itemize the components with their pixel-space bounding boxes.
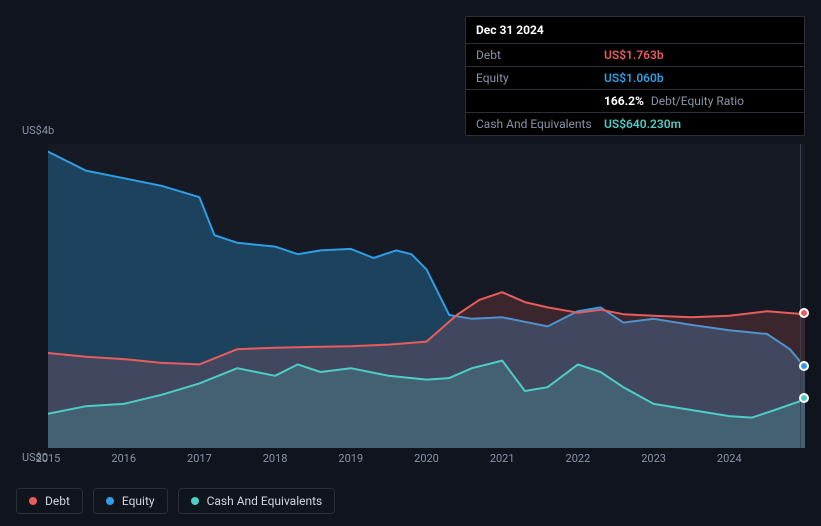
chart-plot-area[interactable] — [48, 144, 805, 448]
tooltip-label: Equity — [476, 71, 604, 85]
tooltip-value: US$1.060b — [604, 71, 664, 85]
series-end-marker-icon — [799, 308, 809, 318]
legend-item-debt[interactable]: Debt — [16, 488, 83, 514]
tooltip-label: Cash And Equivalents — [476, 117, 604, 131]
x-axis-tick: 2023 — [641, 452, 666, 465]
x-axis-tick: 2022 — [566, 452, 591, 465]
tooltip-value: US$1.763b — [604, 48, 664, 62]
tooltip-row-ratio: 166.2% Debt/Equity Ratio — [466, 90, 804, 113]
tooltip-row-cash: Cash And Equivalents US$640.230m — [466, 113, 804, 135]
tooltip-row-debt: Debt US$1.763b — [466, 44, 804, 67]
x-axis-tick: 2021 — [490, 452, 515, 465]
x-axis-tick: 2017 — [187, 452, 212, 465]
legend-item-equity[interactable]: Equity — [93, 488, 168, 514]
legend-dot-icon — [191, 497, 199, 505]
tooltip-date: Dec 31 2024 — [466, 17, 804, 44]
tooltip-label: Debt — [476, 48, 604, 62]
tooltip-row-equity: Equity US$1.060b — [466, 67, 804, 90]
legend-dot-icon — [29, 497, 37, 505]
chart-container: Dec 31 2024 Debt US$1.763b Equity US$1.0… — [0, 0, 821, 526]
legend-item-cash[interactable]: Cash And Equivalents — [178, 488, 336, 514]
tooltip-value: US$640.230m — [604, 117, 681, 131]
legend-dot-icon — [106, 497, 114, 505]
chart-legend: Debt Equity Cash And Equivalents — [16, 488, 335, 514]
x-axis-tick: 2024 — [717, 452, 742, 465]
series-end-marker-icon — [799, 361, 809, 371]
legend-label: Equity — [122, 494, 155, 508]
x-axis: 2015201620172018201920202021202220232024 — [48, 452, 805, 466]
legend-label: Debt — [45, 494, 70, 508]
x-axis-tick: 2018 — [263, 452, 288, 465]
chart-tooltip: Dec 31 2024 Debt US$1.763b Equity US$1.0… — [465, 16, 805, 136]
x-axis-tick: 2020 — [414, 452, 439, 465]
x-axis-tick: 2016 — [111, 452, 136, 465]
series-end-marker-icon — [799, 393, 809, 403]
chart-svg — [48, 144, 805, 448]
tooltip-ratio: 166.2% Debt/Equity Ratio — [604, 94, 744, 108]
chart-region: US$4b US$0 20152016201720182019202020212… — [16, 124, 805, 478]
x-axis-tick: 2019 — [338, 452, 363, 465]
y-axis-label-top: US$4b — [22, 124, 54, 137]
legend-label: Cash And Equivalents — [207, 494, 323, 508]
x-axis-tick: 2015 — [36, 452, 61, 465]
